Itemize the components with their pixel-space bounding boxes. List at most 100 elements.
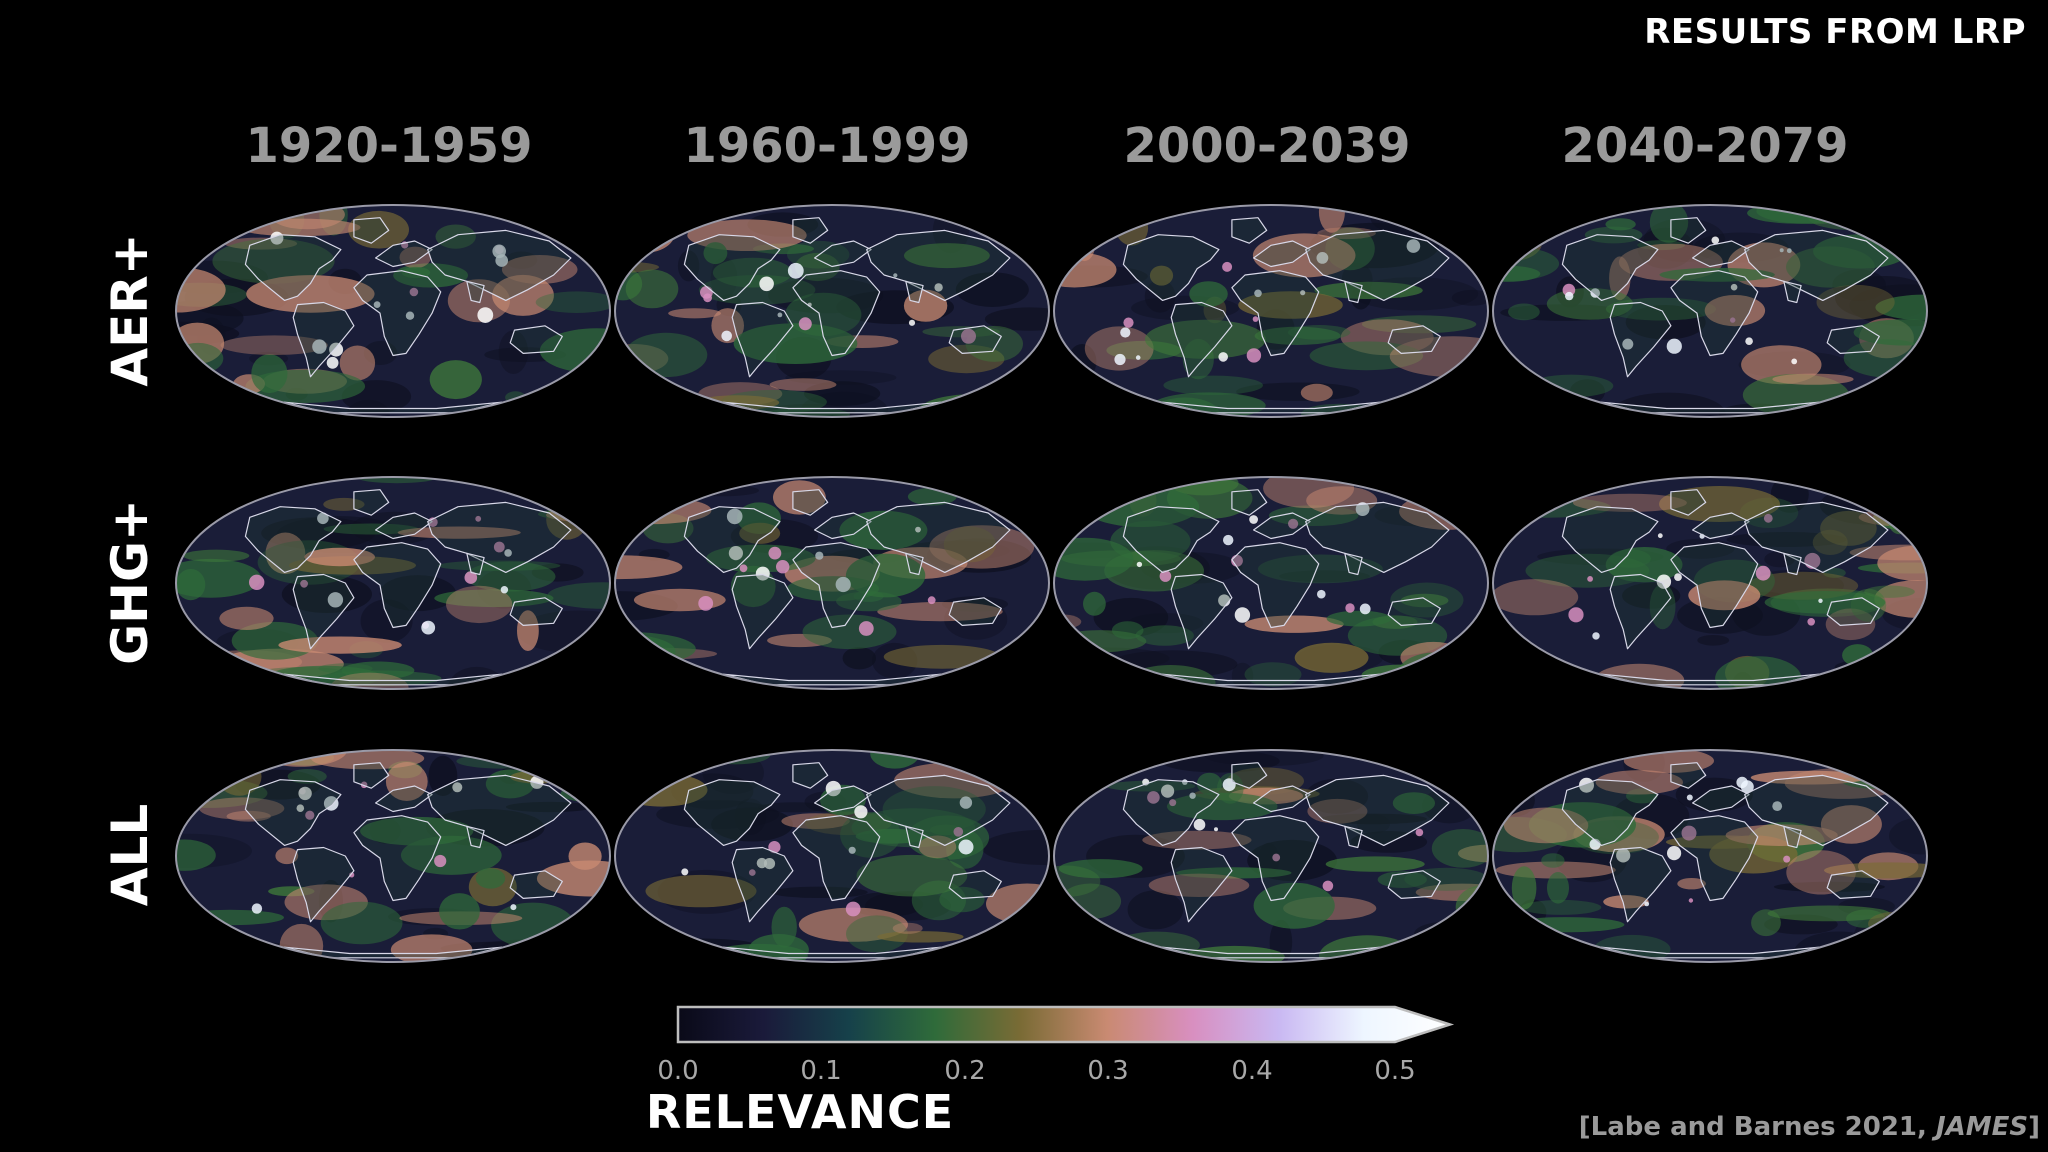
relevance-hotspot xyxy=(327,592,344,608)
coastline xyxy=(1305,501,1450,574)
relevance-blob xyxy=(703,242,728,265)
relevance-hotspot xyxy=(721,330,732,342)
relevance-blob xyxy=(535,955,609,962)
relevance-blob xyxy=(547,582,610,609)
coastline xyxy=(1609,846,1672,923)
coastline xyxy=(905,552,924,576)
coastline xyxy=(1561,779,1659,847)
relevance-blob xyxy=(505,801,593,813)
relevance-blob xyxy=(625,269,679,309)
coastline xyxy=(792,542,881,629)
relevance-blob xyxy=(856,854,968,897)
relevance-hotspot xyxy=(848,846,856,854)
relevance-blob xyxy=(615,634,676,669)
relevance-hotspot xyxy=(927,596,936,605)
relevance-hotspot xyxy=(776,560,790,574)
relevance-blob xyxy=(226,810,271,822)
relevance-blob xyxy=(1058,859,1143,879)
map-outline xyxy=(614,204,1050,418)
coastline xyxy=(375,785,433,813)
relevance-blob xyxy=(839,510,928,550)
relevance-blob xyxy=(1054,614,1082,629)
relevance-blob xyxy=(615,944,700,962)
coastline xyxy=(1122,506,1220,574)
relevance-blob xyxy=(545,506,610,524)
relevance-hotspot xyxy=(434,854,447,868)
coastline xyxy=(1691,785,1750,813)
relevance-blob xyxy=(965,325,1023,362)
coastline xyxy=(1344,825,1363,849)
relevance-blob xyxy=(947,674,1049,686)
coastline xyxy=(731,301,794,378)
relevance-blob xyxy=(1189,281,1228,307)
relevance-hotspot xyxy=(1674,573,1682,581)
coastline xyxy=(866,501,1011,574)
relevance-hotspot xyxy=(1114,353,1126,366)
relevance-blob xyxy=(1649,205,1689,243)
relevance-blob xyxy=(1605,547,1683,583)
relevance-hotspot xyxy=(1786,248,1792,254)
relevance-blob xyxy=(1609,256,1631,301)
period-label-3: 2000-2039 xyxy=(1123,118,1411,174)
coastline xyxy=(792,762,829,789)
relevance-blob xyxy=(769,378,837,391)
relevance-hotspot xyxy=(934,283,943,292)
relevance-blob xyxy=(1144,279,1176,313)
relevance-blob xyxy=(1163,375,1263,395)
coastline xyxy=(1561,506,1659,574)
relevance-hotspot xyxy=(726,508,743,525)
relevance-blob xyxy=(1767,905,1890,922)
relevance-blob xyxy=(219,606,274,631)
relevance-blob xyxy=(771,906,797,948)
relevance-hotspot xyxy=(1223,534,1234,546)
relevance-blob xyxy=(955,272,1029,307)
map-outline xyxy=(1492,204,1928,418)
coastline xyxy=(792,217,829,244)
relevance-blob xyxy=(1404,867,1488,891)
relevance-blob xyxy=(1525,553,1650,588)
coastline xyxy=(813,512,872,540)
relevance-blob xyxy=(278,636,402,654)
relevance-blob xyxy=(279,923,324,962)
relevance-blob xyxy=(447,279,510,323)
relevance-hotspot xyxy=(1189,792,1196,799)
relevance-hotspot xyxy=(1300,290,1306,296)
relevance-blob xyxy=(1127,890,1184,930)
relevance-hotspot xyxy=(1772,801,1783,811)
relevance-blob xyxy=(615,210,676,253)
relevance-hotspot xyxy=(755,566,770,581)
relevance-hotspot xyxy=(1249,515,1258,524)
map-outline xyxy=(614,749,1050,963)
relevance-hotspot xyxy=(1688,898,1694,903)
coastline xyxy=(683,779,781,847)
coastline xyxy=(905,280,924,304)
relevance-blob xyxy=(1054,252,1117,288)
relevance-blob xyxy=(1493,579,1579,616)
relevance-blob xyxy=(615,632,696,666)
coastline xyxy=(1231,270,1320,357)
relevance-blob xyxy=(1105,205,1135,234)
relevance-hotspot xyxy=(1730,317,1736,323)
relevance-hotspot xyxy=(1730,283,1738,291)
relevance-blob xyxy=(429,360,482,400)
relevance-blob xyxy=(246,275,375,313)
relevance-blob xyxy=(1493,205,1585,230)
relevance-hotspot xyxy=(1592,632,1600,640)
relevance-blob xyxy=(1084,326,1154,371)
relevance-hotspot xyxy=(1193,818,1206,831)
coastline xyxy=(244,506,342,574)
relevance-blob xyxy=(1823,567,1846,578)
relevance-blob xyxy=(1307,798,1368,824)
period-label-2: 1960-1999 xyxy=(683,118,971,174)
relevance-blob xyxy=(845,553,926,598)
relevance-hotspot xyxy=(815,551,824,560)
coastline xyxy=(1670,762,1707,789)
relevance-hotspot xyxy=(493,541,505,553)
relevance-blob xyxy=(1054,477,1099,496)
relevance-blob xyxy=(323,523,419,535)
coastline xyxy=(292,301,355,378)
coastline xyxy=(905,825,924,849)
relevance-blob xyxy=(220,335,328,356)
coastline xyxy=(509,325,563,354)
relevance-blob xyxy=(1054,388,1100,403)
